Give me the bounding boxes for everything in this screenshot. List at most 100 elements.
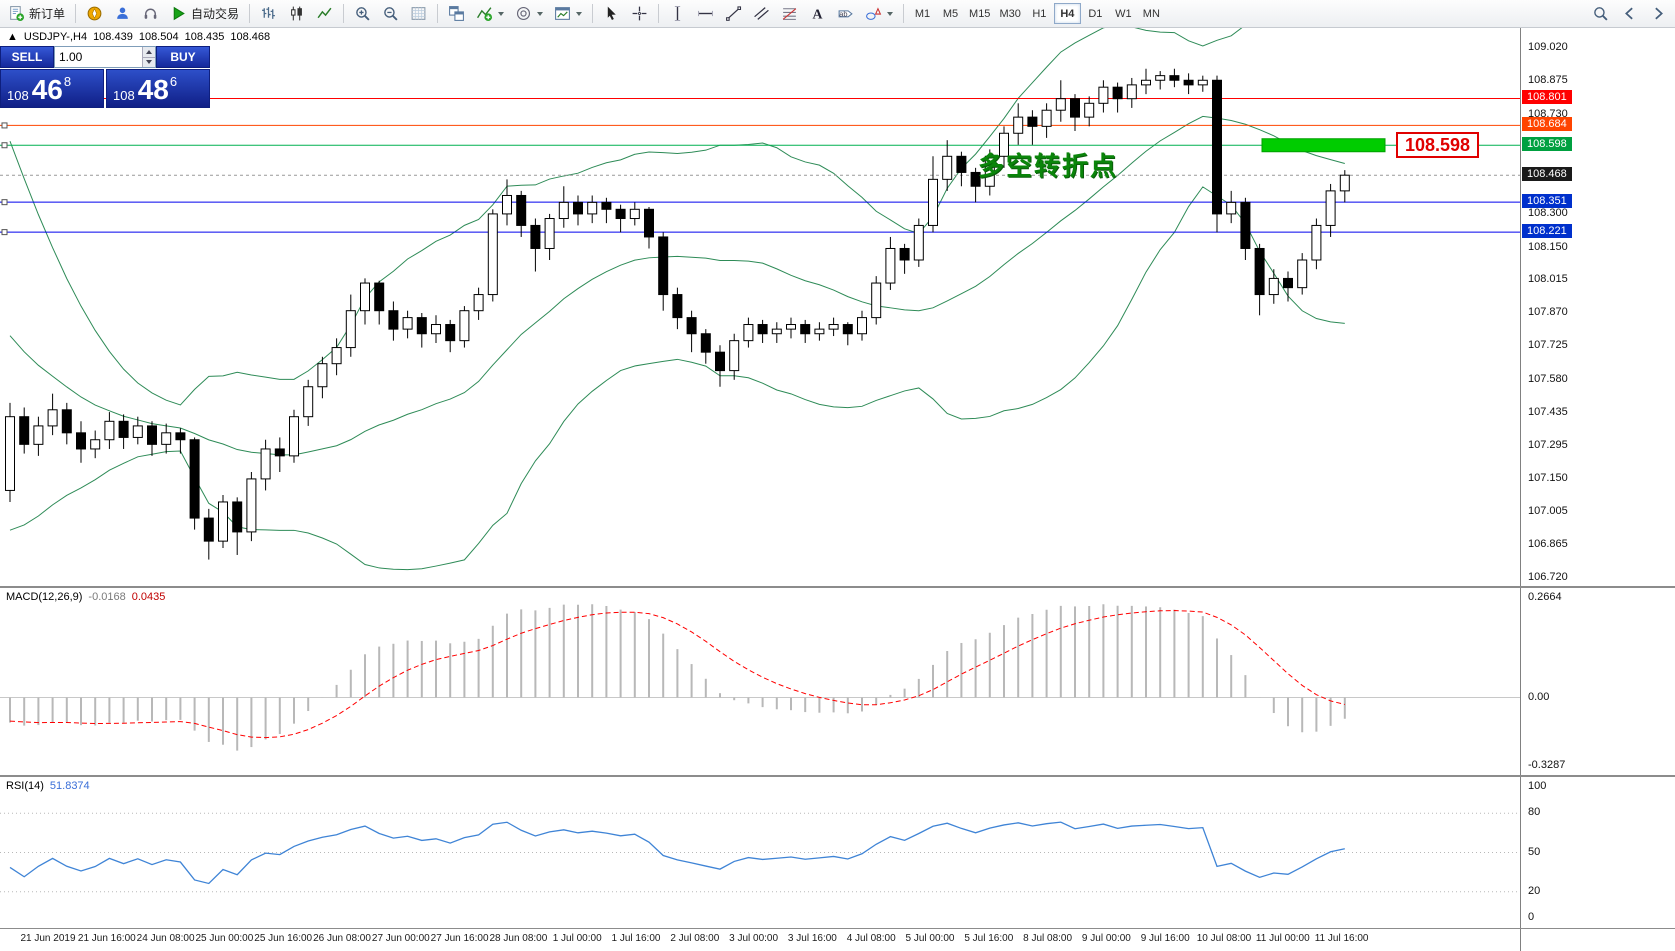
candle-body	[1240, 201, 1251, 249]
candle-body	[970, 171, 981, 187]
macd-histogram	[9, 604, 1346, 751]
vline-button[interactable]	[664, 2, 691, 25]
line-handle[interactable]	[1, 229, 8, 236]
rsi-canvas[interactable]	[0, 777, 1520, 928]
candle-body	[1141, 79, 1151, 86]
price-scale-label: 107.725	[1528, 339, 1568, 352]
cycles-button[interactable]	[510, 2, 548, 25]
price-scale-label: 50	[1528, 845, 1541, 858]
price-chart-pane[interactable]	[0, 28, 1520, 586]
pane-splitter[interactable]	[0, 586, 1675, 588]
candle-body	[1212, 79, 1222, 215]
mql5-button[interactable]	[81, 2, 108, 25]
text-button[interactable]: A	[804, 2, 831, 25]
price-scale-label: 80	[1528, 806, 1541, 819]
candle-body	[715, 351, 725, 372]
price-scale-label: 108.300	[1528, 206, 1568, 219]
price-scale-label: 0	[1528, 911, 1535, 923]
line-handle[interactable]	[1, 142, 8, 149]
time-axis-label: 5 Jul 16:00	[964, 933, 1014, 944]
price-scale-label: 109.020	[1528, 41, 1568, 53]
back-button[interactable]	[1616, 2, 1643, 25]
buy-button[interactable]: BUY	[156, 46, 210, 68]
indicators-button[interactable]	[471, 2, 509, 25]
macd-value-signal: 0.0435	[131, 591, 166, 603]
search-icon	[1592, 5, 1609, 22]
buy-price-display[interactable]: 108 48 6	[106, 69, 210, 108]
fibonacci-button[interactable]	[776, 2, 803, 25]
buy-price-sup: 6	[169, 74, 178, 89]
zoom-in-button[interactable]	[349, 2, 376, 25]
time-axis-label: 5 Jul 00:00	[905, 933, 955, 944]
bollinger-upper-line	[9, 28, 1243, 406]
timeframe-m30[interactable]: M30	[995, 3, 1024, 24]
volume-up-button[interactable]	[143, 47, 155, 58]
candle-body	[1283, 277, 1293, 289]
templates-button[interactable]	[549, 2, 587, 25]
tile-windows-button[interactable]	[443, 2, 470, 25]
price-scale-column[interactable]: 0.2664 0.00 -0.3287 109.020 108.875 108.73…	[1520, 28, 1675, 951]
highlight-rectangle[interactable]	[1261, 138, 1386, 153]
line-handle[interactable]	[1, 122, 8, 129]
candle-body	[629, 208, 640, 220]
candle-body	[1155, 75, 1166, 81]
cursor-button[interactable]	[598, 2, 625, 25]
candle-body	[1226, 201, 1237, 215]
timeframe-h1[interactable]: H1	[1026, 3, 1053, 24]
chart-text-annotation[interactable]: 多空转折点	[978, 151, 1119, 181]
candle-body	[956, 155, 967, 173]
line-chart-button[interactable]	[311, 2, 338, 25]
macd-signal-line	[9, 610, 1345, 739]
forward-button[interactable]	[1645, 2, 1672, 25]
candle-body	[771, 328, 782, 335]
timeframe-m1[interactable]: M1	[909, 3, 936, 24]
macd-canvas[interactable]	[0, 588, 1520, 775]
timeframe-mn[interactable]: MN	[1138, 3, 1165, 24]
zoom-out-button[interactable]	[377, 2, 404, 25]
candle-body	[871, 282, 882, 319]
candle-body	[672, 294, 683, 319]
rsi-title: RSI(14)	[6, 780, 44, 792]
candle-body	[303, 386, 314, 418]
timeframe-h4[interactable]: H4	[1053, 3, 1081, 24]
time-axis[interactable]: 21 Jun 2019 21 Jun 16:00 24 Jun 08:00 25 Ju…	[0, 929, 1520, 951]
price-callout-label[interactable]: 108.598	[1396, 132, 1480, 159]
search-button[interactable]	[1587, 2, 1614, 25]
candle-chart-button[interactable]	[283, 2, 310, 25]
rsi-pane[interactable]	[0, 777, 1520, 928]
support-button[interactable]	[137, 2, 164, 25]
grid-button[interactable]	[405, 2, 432, 25]
time-axis-label: 3 Jul 00:00	[729, 933, 779, 944]
timeframe-m15[interactable]: M15	[965, 3, 994, 24]
sell-button[interactable]: SELL	[0, 46, 54, 68]
macd-pane[interactable]	[0, 588, 1520, 775]
sell-price-big: 108	[7, 88, 29, 103]
volume-down-button[interactable]	[143, 57, 155, 67]
new-order-button[interactable]: 新订单	[3, 2, 70, 25]
community-button[interactable]	[109, 2, 136, 25]
price-chart-canvas[interactable]	[0, 28, 1520, 586]
line-handle[interactable]	[1, 199, 8, 206]
channel-button[interactable]	[748, 2, 775, 25]
time-axis-label: 28 Jun 08:00	[489, 933, 548, 944]
time-axis-label: 8 Jul 08:00	[1023, 933, 1073, 944]
pane-splitter[interactable]	[0, 775, 1675, 777]
volume-input[interactable]	[55, 47, 142, 67]
hline-button[interactable]	[692, 2, 719, 25]
timeframe-w1[interactable]: W1	[1110, 3, 1137, 24]
ohlc-close: 108.468	[230, 31, 271, 43]
shapes-button[interactable]	[860, 2, 898, 25]
bar-chart-button[interactable]	[255, 2, 282, 25]
label-button[interactable]: ab	[832, 2, 859, 25]
trendline-button[interactable]	[720, 2, 747, 25]
bar-chart-icon	[260, 5, 277, 22]
sell-price-display[interactable]: 108 46 8	[0, 69, 104, 108]
timeframe-m5[interactable]: M5	[937, 3, 964, 24]
timeframe-d1[interactable]: D1	[1082, 3, 1109, 24]
toolbar-separator	[75, 4, 77, 23]
rsi-line	[9, 821, 1345, 885]
crosshair-button[interactable]	[626, 2, 653, 25]
price-scale-label: 107.005	[1528, 505, 1568, 518]
candle-body	[1098, 86, 1109, 104]
autotrade-button[interactable]: 自动交易	[165, 2, 244, 25]
